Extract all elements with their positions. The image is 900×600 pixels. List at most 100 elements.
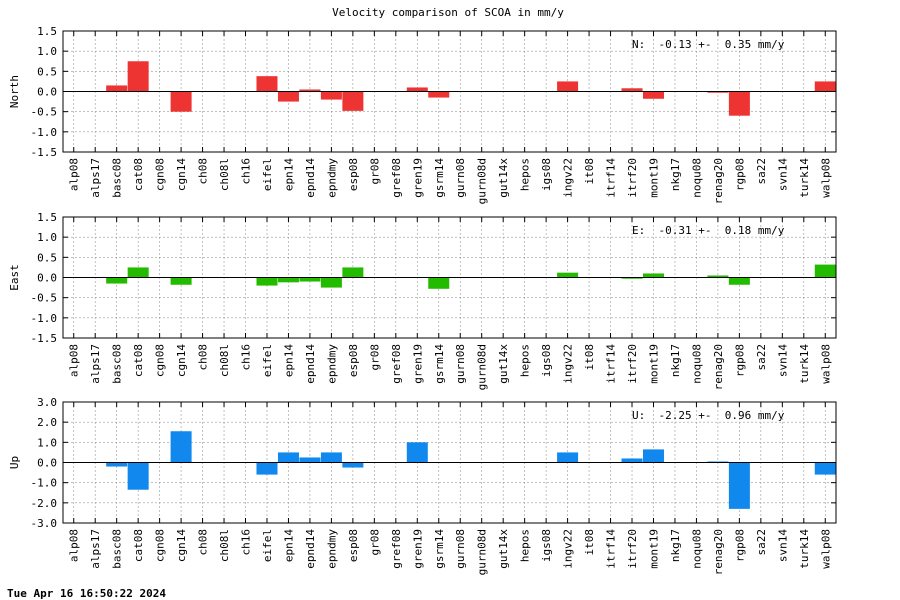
bar-up-mont19	[642, 449, 664, 463]
bar-east-epnd14	[299, 277, 321, 282]
y-tick-label: 1.0	[37, 45, 57, 58]
x-tick-label: gut14x	[497, 529, 510, 569]
x-tick-label: gr08	[368, 529, 381, 556]
bar-up-cgn14	[170, 431, 192, 463]
y-tick-label: -1.0	[31, 312, 58, 325]
x-tick-label: noqu08	[690, 529, 703, 569]
bar-north-itrf20	[621, 88, 643, 92]
x-tick-label: ch16	[240, 344, 253, 371]
x-tick-label: nkg17	[669, 158, 682, 191]
bar-east-cgn14	[170, 277, 192, 285]
bar-north-gsrm14	[428, 91, 450, 98]
y-tick-label: -0.5	[31, 292, 58, 305]
chart-panels: 1.5 1.0 0.5 0.0 -0.5 -1.0 -1.5 alp08 alps17 basc0…	[8, 25, 837, 575]
x-tick-label: epndmy	[325, 158, 338, 198]
bar-up-basc08	[106, 462, 128, 467]
x-tick-label: sa22	[755, 158, 768, 185]
bar-north-eifel	[256, 76, 278, 92]
x-tick-label: ingv22	[562, 344, 575, 384]
bar-up-renag20	[707, 461, 729, 463]
y-axis-label: Up	[8, 456, 21, 469]
x-tick-label: gref08	[390, 529, 403, 569]
x-tick-label: igs08	[540, 158, 553, 191]
x-tick-label: gsrm14	[433, 158, 446, 198]
x-tick-label: sa22	[755, 344, 768, 371]
x-tick-label: gref08	[390, 344, 403, 384]
y-tick-label: 0.0	[37, 457, 57, 470]
bar-up-esp08	[342, 462, 364, 468]
bar-east-eifel	[256, 277, 278, 286]
x-tick-label: cgn14	[175, 344, 188, 377]
x-tick-label: itrf20	[626, 158, 639, 198]
panel-east: 1.5 1.0 0.5 0.0 -0.5 -1.0 -1.5 alp08 alps17 basc0…	[8, 211, 837, 390]
x-tick-label: gsrm14	[433, 344, 446, 384]
x-tick-label: epnd14	[304, 344, 317, 384]
bar-north-cat08	[127, 61, 149, 92]
y-tick-label: 2.0	[37, 416, 57, 429]
x-tick-label: alps17	[89, 344, 102, 384]
x-tick-label: basc08	[111, 344, 124, 384]
x-tick-label: esp08	[347, 158, 360, 191]
x-tick-label: walp08	[819, 344, 832, 384]
bar-north-epnd14	[299, 89, 321, 92]
bar-north-esp08	[342, 91, 364, 111]
x-tick-label: alp08	[68, 158, 81, 191]
x-tick-label: gren19	[411, 529, 424, 569]
x-tick-label: cgn08	[154, 529, 167, 562]
y-tick-label: 1.5	[37, 211, 57, 224]
x-tick-label: itrf14	[605, 529, 618, 569]
bar-east-cat08	[127, 267, 149, 278]
x-tick-label: walp08	[819, 158, 832, 198]
y-tick-label: -1.5	[31, 332, 58, 345]
bar-north-ingv22	[557, 81, 579, 92]
x-tick-label: it08	[583, 158, 596, 185]
x-tick-label: alp08	[68, 344, 81, 377]
bar-up-epnd14	[299, 457, 321, 463]
bar-east-itrf20	[621, 277, 643, 279]
chart-title: Velocity comparison of SCOA in mm/y	[332, 6, 564, 19]
x-tick-label: nkg17	[669, 529, 682, 562]
bar-north-walp08	[814, 81, 836, 92]
x-tick-label: turk14	[798, 529, 811, 569]
x-tick-label: itrf20	[626, 529, 639, 569]
bar-north-epndmy	[320, 91, 342, 100]
x-tick-label: hepos	[519, 344, 532, 377]
x-tick-label: walp08	[819, 529, 832, 569]
x-tick-label: mont19	[647, 158, 660, 198]
x-tick-label: gurn08	[454, 158, 467, 198]
x-tick-label: svn14	[776, 158, 789, 191]
y-tick-label: -3.0	[31, 517, 58, 530]
x-tick-label: gsrm14	[433, 529, 446, 569]
x-tick-label: esp08	[347, 344, 360, 377]
x-tick-label: renag20	[712, 344, 725, 390]
y-tick-label: 0.5	[37, 65, 57, 78]
x-tick-label: epn14	[282, 529, 295, 562]
y-tick-label: 1.0	[37, 231, 57, 244]
x-tick-label: cgn14	[175, 529, 188, 562]
plot-frame	[62, 401, 837, 524]
x-tick-label: ch08	[197, 344, 210, 371]
y-tick-label: -2.0	[31, 497, 58, 510]
y-tick-label: 1.5	[37, 25, 57, 38]
x-tick-label: eifel	[261, 158, 274, 191]
x-tick-label: ch16	[240, 529, 253, 556]
y-tick-label: 3.0	[37, 396, 57, 409]
x-tick-label: gurn08	[454, 344, 467, 384]
x-tick-label: svn14	[776, 344, 789, 377]
x-tick-label: gr08	[368, 158, 381, 185]
x-tick-label: epndmy	[325, 344, 338, 384]
x-tick-label: cgn08	[154, 158, 167, 191]
bar-east-rgp08	[728, 277, 750, 285]
panel-up: 3.0 2.0 1.0 0.0 -1.0 -2.0 -3.0 alp08 alps17 basc0…	[8, 396, 837, 575]
x-tick-label: epnd14	[304, 158, 317, 198]
x-tick-label: it08	[583, 344, 596, 371]
bar-east-basc08	[106, 277, 128, 284]
x-tick-label: eifel	[261, 344, 274, 377]
bar-north-renag20	[707, 91, 729, 93]
x-tick-label: epn14	[282, 344, 295, 377]
bar-east-ingv22	[557, 272, 579, 278]
x-tick-label: itrf20	[626, 344, 639, 384]
y-tick-label: 0.0	[37, 272, 57, 285]
x-tick-label: hepos	[519, 158, 532, 191]
